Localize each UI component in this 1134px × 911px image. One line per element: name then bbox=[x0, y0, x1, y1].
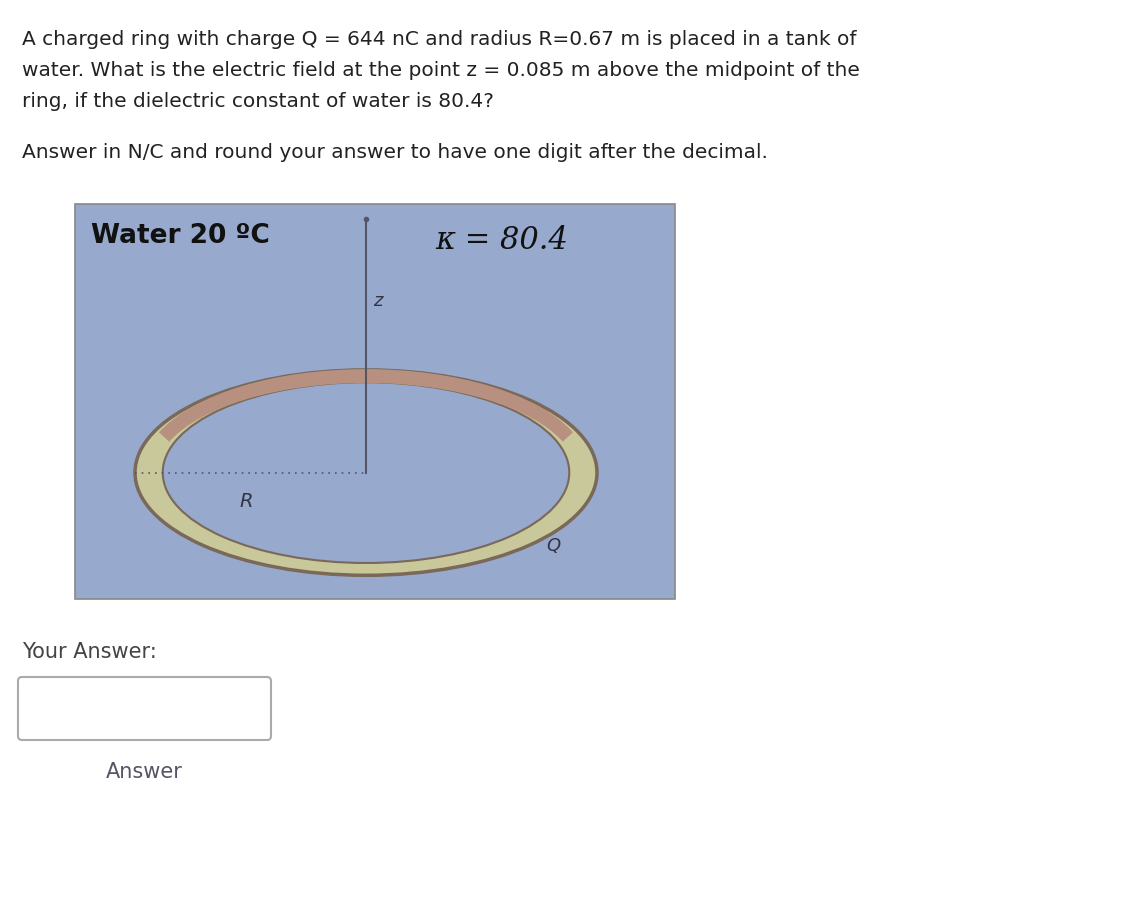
FancyBboxPatch shape bbox=[18, 677, 271, 740]
Text: z: z bbox=[373, 292, 382, 310]
Text: κ = 80.4: κ = 80.4 bbox=[435, 225, 568, 256]
Text: Answer in N/C and round your answer to have one digit after the decimal.: Answer in N/C and round your answer to h… bbox=[22, 143, 768, 162]
Ellipse shape bbox=[135, 371, 596, 576]
Text: Answer: Answer bbox=[107, 762, 183, 781]
Text: Q: Q bbox=[547, 537, 560, 555]
Text: water. What is the electric field at the point z = 0.085 m above the midpoint of: water. What is the electric field at the… bbox=[22, 61, 860, 80]
Text: Water 20 ºC: Water 20 ºC bbox=[91, 223, 270, 249]
Ellipse shape bbox=[162, 383, 569, 563]
Text: A charged ring with charge Q = 644 nC and radius R=0.67 m is placed in a tank of: A charged ring with charge Q = 644 nC an… bbox=[22, 30, 856, 49]
Text: R: R bbox=[239, 491, 253, 510]
Text: Your Answer:: Your Answer: bbox=[22, 641, 156, 661]
Text: ring, if the dielectric constant of water is 80.4?: ring, if the dielectric constant of wate… bbox=[22, 92, 494, 111]
FancyBboxPatch shape bbox=[75, 205, 675, 599]
